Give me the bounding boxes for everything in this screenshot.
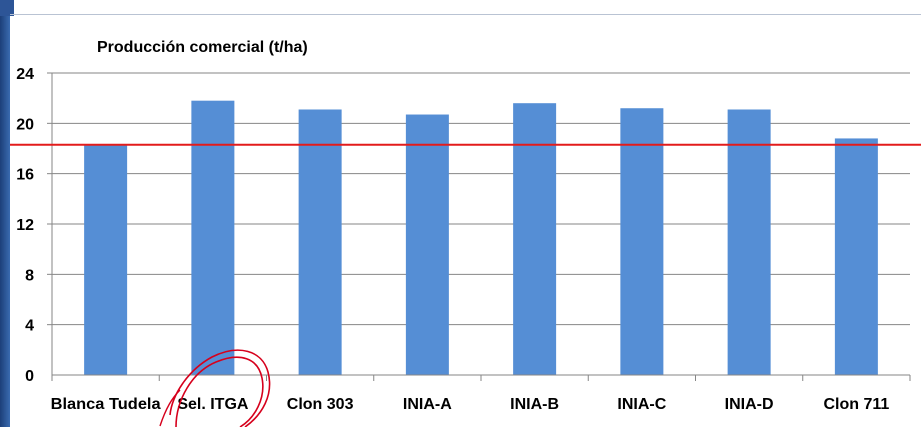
bars xyxy=(84,100,878,376)
annotation-stroke xyxy=(159,389,181,427)
y-tick-label: 16 xyxy=(16,167,34,184)
annotation-group xyxy=(159,349,271,427)
gridlines xyxy=(52,72,910,326)
bar xyxy=(84,144,128,375)
x-category-label: Sel. ITGA xyxy=(177,396,249,413)
x-category-label: INIA-C xyxy=(617,396,666,413)
slide-corner-accent xyxy=(0,0,14,16)
y-tick-label: 0 xyxy=(25,368,34,385)
y-tick-label: 20 xyxy=(16,116,34,133)
y-axis-ticks: 0 4 8 12 16 20 24 xyxy=(16,66,34,385)
chart-title: Producción comercial (t/ha) xyxy=(97,39,308,56)
x-category-label: Clon 711 xyxy=(823,396,889,413)
x-category-label: INIA-D xyxy=(725,396,774,413)
slide-left-border xyxy=(0,0,10,427)
x-category-label: INIA-A xyxy=(403,396,452,413)
slide-top-rule xyxy=(10,14,921,15)
y-tick-label: 24 xyxy=(16,66,34,83)
bar xyxy=(298,109,342,375)
bar xyxy=(620,108,664,375)
bar xyxy=(191,100,235,375)
annotation-circle xyxy=(169,349,271,427)
bar xyxy=(513,103,557,375)
axes xyxy=(47,72,911,381)
bar xyxy=(727,109,771,375)
y-tick-label: 12 xyxy=(16,217,34,234)
x-category-label: Clon 303 xyxy=(287,396,354,413)
bar xyxy=(405,114,449,376)
y-tick-label: 8 xyxy=(25,267,34,284)
x-axis-categories: Blanca Tudela Sel. ITGA Clon 303 INIA-A INIA… xyxy=(51,396,890,413)
x-category-label: INIA-B xyxy=(510,396,559,413)
y-tick-label: 4 xyxy=(25,318,34,335)
bar xyxy=(834,138,878,375)
x-category-label: Blanca Tudela xyxy=(51,396,161,413)
annotation-circle xyxy=(175,356,264,427)
